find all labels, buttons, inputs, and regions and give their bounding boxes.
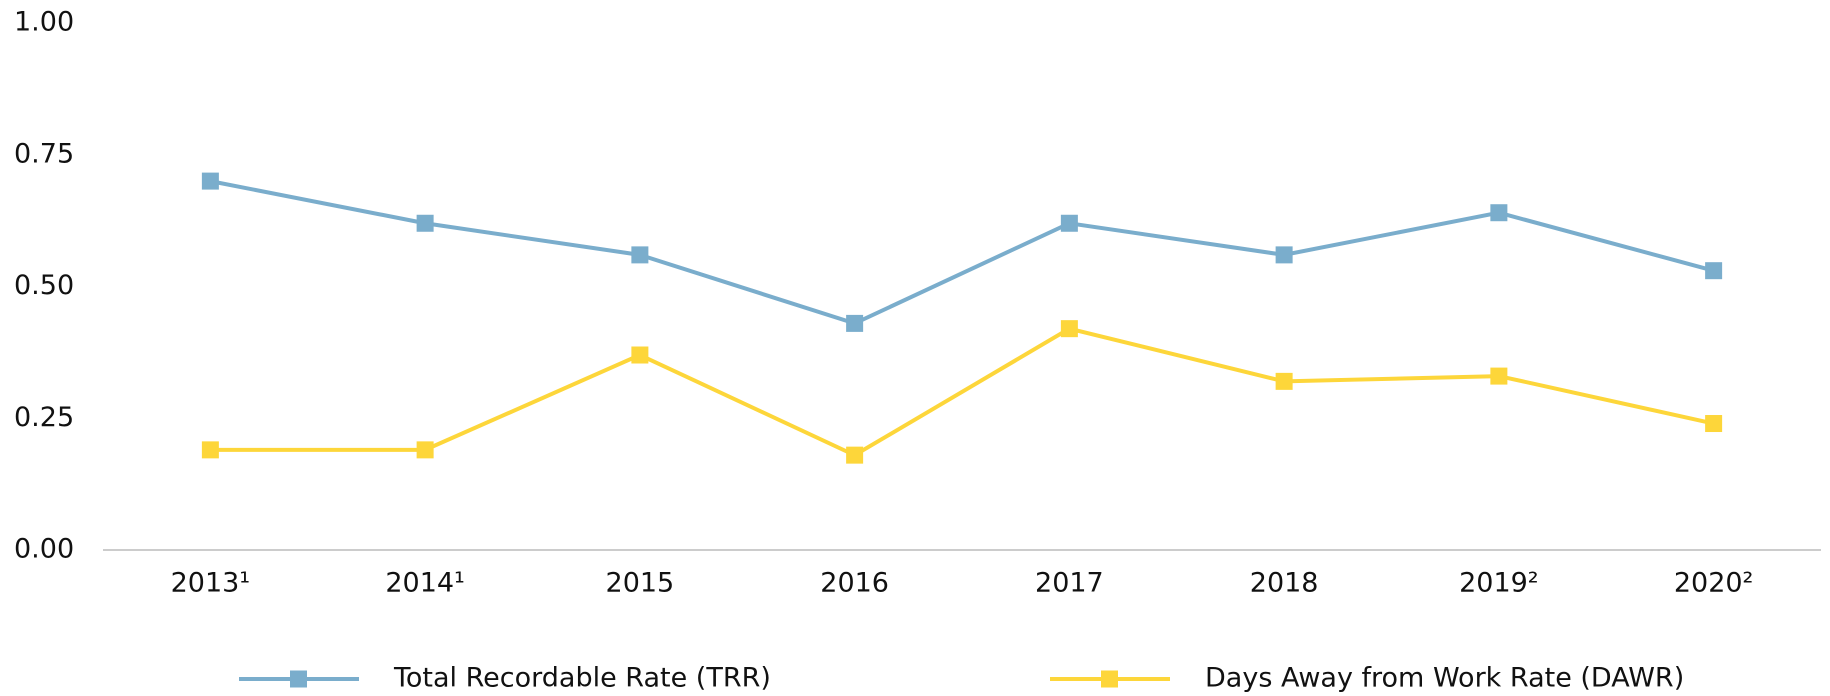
legend-label: Days Away from Work Rate (DAWR) (1205, 663, 1684, 694)
point-marker (416, 214, 434, 232)
x-tick-label: 2014¹ (385, 568, 465, 599)
legend-marker (1101, 670, 1118, 688)
legend-label: Total Recordable Rate (TRR) (393, 663, 771, 694)
point-marker (846, 446, 864, 464)
point-marker (201, 441, 219, 459)
y-tick-label: 0.25 (14, 402, 74, 433)
series-line (210, 326, 1715, 458)
x-tick-label: 2019² (1459, 568, 1539, 599)
point-marker (1060, 320, 1078, 338)
point-marker (201, 172, 219, 190)
y-tick-label: 0.50 (14, 270, 74, 301)
point-marker (416, 441, 434, 459)
point-marker (631, 346, 649, 364)
y-tick-label: 1.00 (14, 7, 74, 38)
y-tick-label: 0.00 (14, 534, 74, 565)
series-line (209, 179, 1715, 326)
point-marker (1275, 246, 1293, 264)
x-tick-label: 2017 (1035, 568, 1104, 599)
point-marker (1490, 367, 1508, 385)
point-marker (846, 314, 864, 332)
point-marker (1275, 372, 1293, 390)
y-tick-label: 0.75 (14, 138, 74, 169)
x-tick-label: 2018 (1250, 568, 1319, 599)
x-tick-label: 2016 (820, 568, 889, 599)
point-marker (1705, 262, 1723, 280)
x-tick-label: 2020² (1674, 568, 1754, 599)
point-marker (631, 246, 649, 264)
x-tick-label: 2015 (606, 568, 675, 599)
point-marker (1060, 214, 1078, 232)
x-tick-label: 2013¹ (171, 568, 251, 599)
legend-marker (290, 670, 307, 688)
point-marker (1490, 204, 1508, 222)
point-marker (1705, 415, 1723, 433)
